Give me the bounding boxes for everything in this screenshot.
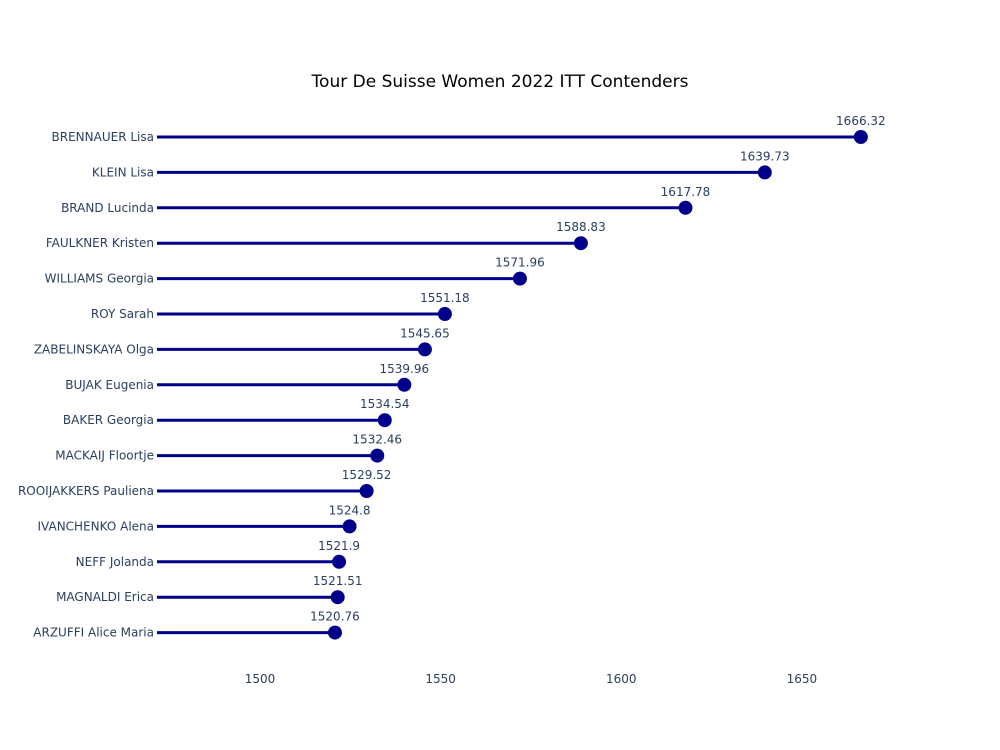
x-tick-label: 1600 [606,672,637,686]
data-value-label: 1571.96 [495,256,545,270]
data-point-marker [678,200,693,215]
x-axis-ticks: 1500 1550 1600 1650 [245,672,817,686]
data-point-marker [377,413,392,428]
data-value-label: 1588.83 [556,220,606,234]
category-label: KLEIN Lisa [92,165,154,179]
category-label: ROY Sarah [91,307,154,321]
category-label: ROOIJAKKERS Pauliena [18,484,154,498]
markers-group [327,130,868,640]
category-label: ZABELINSKAYA Olga [34,342,154,356]
data-value-label: 1534.54 [360,397,410,411]
data-point-marker [370,448,385,463]
data-point-marker [327,625,342,640]
data-point-marker [512,271,527,286]
data-value-label: 1532.46 [352,433,402,447]
data-value-label: 1639.73 [740,149,790,163]
data-value-label: 1529.52 [342,468,392,482]
data-point-marker [417,342,432,357]
category-label: BUJAK Eugenia [65,378,154,392]
data-point-marker [342,519,357,534]
category-label: ARZUFFI Alice Maria [33,626,154,640]
data-point-marker [573,236,588,251]
category-label: MACKAIJ Floortje [55,449,154,463]
data-point-marker [437,307,452,321]
data-value-label: 1545.65 [400,326,450,340]
data-value-label: 1521.9 [318,539,360,553]
category-label: IVANCHENKO Alena [38,519,154,533]
data-point-marker [397,377,412,392]
data-point-marker [757,165,772,180]
data-value-label: 1551.18 [420,291,470,305]
x-tick-label: 1550 [425,672,456,686]
x-tick-label: 1500 [245,672,276,686]
data-value-label: 1524.8 [329,503,371,517]
chart-title: Tour De Suisse Women 2022 ITT Contenders [311,72,689,92]
category-label: NEFF Jolanda [76,555,154,569]
data-value-label: 1666.32 [836,114,886,128]
category-labels-group: BRENNAUER Lisa KLEIN Lisa BRAND Lucinda FAU… [18,130,154,640]
category-label: WILLIAMS Georgia [45,272,154,286]
data-labels-group: 1666.32 1639.73 1617.78 1588.83 1571.96 1551.… [310,114,886,624]
data-value-label: 1520.76 [310,610,360,624]
x-tick-label: 1650 [787,672,818,686]
category-label: BAKER Georgia [63,413,154,427]
data-value-label: 1617.78 [661,185,711,199]
data-point-marker [359,484,374,498]
category-label: FAULKNER Kristen [46,236,154,250]
stems-group [157,135,861,635]
category-label: MAGNALDI Erica [56,590,154,604]
data-point-marker [853,130,868,144]
data-value-label: 1539.96 [380,362,430,376]
data-value-label: 1521.51 [313,574,363,588]
data-point-marker [332,554,347,569]
data-point-marker [330,590,345,605]
category-label: BRENNAUER Lisa [52,130,154,144]
category-label: BRAND Lucinda [61,201,154,215]
